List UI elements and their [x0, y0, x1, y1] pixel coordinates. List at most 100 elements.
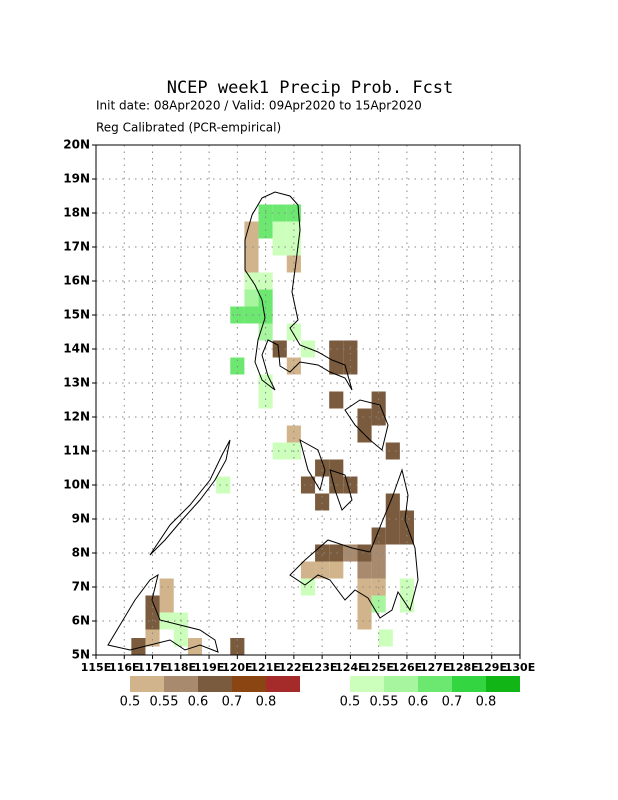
coastline — [344, 399, 389, 451]
x-tick-label: 115E — [81, 661, 111, 674]
prob-cell — [329, 544, 344, 562]
coastline — [107, 573, 219, 653]
prob-cell — [300, 340, 316, 358]
x-tick-label: 123E — [307, 661, 337, 674]
prob-cell — [357, 544, 372, 562]
prob-cell — [244, 255, 259, 273]
prob-cell — [286, 425, 301, 443]
coastline — [329, 469, 353, 511]
x-tick-label: 124E — [335, 661, 365, 674]
prob-cell — [357, 595, 372, 613]
y-tick-label: 8N — [72, 546, 90, 560]
legend-swatch — [418, 676, 452, 692]
prob-cell — [357, 408, 372, 426]
prob-cell — [272, 442, 287, 460]
x-tick-label: 122E — [279, 661, 309, 674]
y-tick-label: 5N — [72, 648, 90, 662]
prob-cell — [300, 476, 316, 494]
prob-cell — [272, 204, 287, 222]
legend-label: 0.55 — [150, 695, 179, 710]
prob-cell — [131, 638, 146, 655]
y-tick-label: 12N — [63, 410, 90, 424]
prob-cell — [385, 493, 400, 511]
y-tick-label: 17N — [63, 240, 90, 254]
legend-label: 0.6 — [408, 695, 429, 710]
x-tick-label: 125E — [363, 661, 393, 674]
x-tick-label: 129E — [476, 661, 506, 674]
x-tick-label: 117E — [137, 661, 167, 674]
prob-cell — [300, 561, 316, 579]
x-tick-label: 128E — [448, 661, 478, 674]
legend: 0.5 0.55 0.6 0.7 0.8 0.5 0.55 0.6 0.7 0.8 — [120, 676, 520, 710]
prob-cell — [159, 612, 174, 630]
x-tick-label: 121E — [250, 661, 280, 674]
x-tick-label: 120E — [222, 661, 252, 674]
x-tick-label: 127E — [420, 661, 450, 674]
prob-cell — [357, 612, 372, 630]
y-tick-label: 6N — [72, 614, 90, 628]
prob-cell — [244, 306, 259, 324]
legend-label: 0.5 — [340, 695, 361, 710]
subtitle: Init date: 08Apr2020 / Valid: 09Apr2020 … — [96, 99, 422, 113]
prob-cell — [385, 510, 400, 528]
prob-cell — [159, 578, 174, 596]
prob-cell — [329, 340, 344, 358]
legend-label: 0.7 — [222, 695, 243, 710]
y-tick-label: 19N — [63, 172, 90, 186]
prob-cell — [216, 476, 231, 494]
prob-cell — [272, 238, 287, 256]
y-tick-label: 14N — [63, 342, 90, 356]
legend-label: 0.55 — [370, 695, 399, 710]
prob-cell — [286, 204, 301, 222]
legend-label: 0.7 — [442, 695, 463, 710]
prob-cell — [145, 595, 160, 613]
x-tick-label: 130E — [505, 661, 535, 674]
prob-cell — [286, 323, 301, 341]
prob-cell — [371, 544, 386, 562]
x-tick-label: 126E — [392, 661, 422, 674]
legend-swatch — [198, 676, 232, 692]
prob-cell — [385, 527, 400, 545]
legend-swatch — [350, 676, 384, 692]
prob-cell — [159, 595, 174, 613]
prob-cell — [371, 408, 386, 426]
legend-swatch — [384, 676, 418, 692]
legend-swatch — [266, 676, 300, 692]
prob-cell — [315, 561, 330, 579]
legend-swatch — [486, 676, 520, 692]
legend-swatch — [452, 676, 486, 692]
prob-cell — [272, 340, 287, 358]
y-tick-label: 15N — [63, 308, 90, 322]
prob-cell — [244, 238, 259, 256]
subtitle: Reg Calibrated (PCR-empirical) — [96, 121, 281, 135]
prob-cell — [371, 561, 386, 579]
map-title: NCEP week1 Precip Prob. Fcst — [167, 78, 454, 98]
legend-swatch — [164, 676, 198, 692]
prob-cell — [329, 357, 344, 375]
y-tick-label: 9N — [72, 512, 90, 526]
legend-label: 0.6 — [188, 695, 209, 710]
y-tick-label: 20N — [63, 138, 90, 152]
prob-cell — [378, 629, 393, 647]
legend-swatch — [232, 676, 266, 692]
y-tick-label: 18N — [63, 206, 90, 220]
prob-cell — [357, 578, 372, 596]
prob-cell — [329, 561, 344, 579]
prob-cell — [272, 221, 287, 239]
x-tick-label: 119E — [194, 661, 224, 674]
prob-cell — [329, 391, 344, 409]
y-tick-label: 16N — [63, 274, 90, 288]
prob-cell — [173, 629, 188, 647]
prob-cell — [315, 493, 330, 511]
y-tick-label: 11N — [63, 444, 90, 458]
prob-cell — [329, 459, 344, 477]
y-tick-label: 10N — [63, 478, 90, 492]
prob-cell — [371, 595, 386, 613]
coastline — [149, 439, 231, 556]
legend-label: 0.8 — [476, 695, 497, 710]
prob-cell — [244, 289, 259, 307]
prob-cell — [315, 459, 330, 477]
plot-frame — [95, 144, 521, 656]
prob-cell — [244, 221, 259, 239]
